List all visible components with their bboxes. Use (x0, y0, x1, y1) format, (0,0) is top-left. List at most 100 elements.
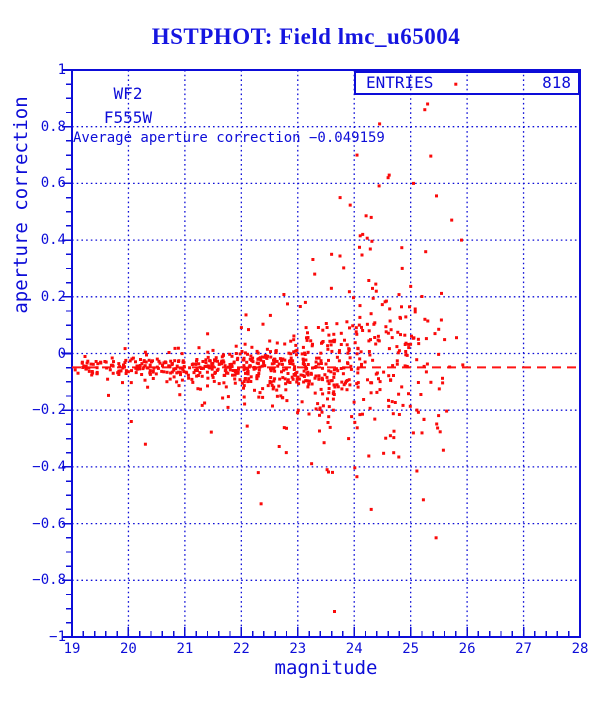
data-point (85, 361, 89, 365)
data-point (361, 412, 364, 416)
data-point (233, 373, 237, 377)
data-point (273, 377, 277, 381)
data-point (345, 388, 349, 392)
data-point (87, 369, 91, 373)
data-point (326, 379, 330, 383)
y-tick-label: 0.8 (40, 118, 66, 135)
data-point (84, 367, 88, 371)
data-point (91, 371, 95, 375)
data-point (438, 430, 442, 434)
data-point (400, 266, 404, 270)
data-point (181, 366, 185, 370)
data-point (327, 470, 330, 474)
data-point (179, 372, 182, 376)
data-point (206, 350, 210, 354)
data-point (155, 357, 159, 361)
data-point (349, 367, 353, 371)
data-point (351, 324, 355, 328)
data-point (365, 236, 369, 240)
data-point (155, 365, 159, 369)
data-point (123, 347, 127, 351)
data-point (230, 365, 234, 369)
data-point (270, 383, 274, 387)
data-point (130, 357, 134, 361)
data-point (437, 387, 441, 391)
data-point (295, 380, 299, 384)
data-point (194, 362, 198, 366)
data-point (342, 366, 346, 370)
data-point (386, 176, 390, 180)
data-point (195, 369, 199, 372)
data-point (278, 357, 282, 361)
data-point (335, 355, 339, 359)
data-point (129, 420, 133, 423)
data-point (341, 372, 345, 376)
data-point (273, 369, 277, 373)
data-point (395, 359, 399, 363)
data-point (246, 372, 250, 376)
data-point (275, 388, 279, 392)
data-point (313, 272, 317, 276)
data-point (294, 343, 298, 347)
data-point (460, 238, 463, 242)
data-point (321, 328, 325, 332)
data-point (234, 371, 238, 375)
data-point (302, 380, 306, 384)
data-point (367, 350, 371, 353)
data-point (135, 367, 139, 371)
data-point (409, 284, 413, 288)
data-point (216, 359, 220, 363)
data-point (440, 291, 443, 295)
data-point (360, 253, 364, 257)
data-point (209, 430, 213, 434)
data-point (343, 338, 346, 342)
data-point (260, 364, 264, 368)
data-point (269, 376, 273, 379)
data-point (288, 381, 292, 384)
data-point (416, 337, 420, 341)
data-point (321, 378, 324, 382)
data-point (420, 295, 424, 298)
data-point (392, 374, 395, 377)
data-point (314, 407, 318, 411)
data-point (291, 362, 295, 366)
data-point (124, 372, 128, 375)
data-point (228, 365, 232, 369)
data-point (404, 350, 408, 353)
data-point (259, 358, 263, 362)
data-point (377, 339, 381, 343)
data-point (364, 214, 368, 218)
data-point (337, 351, 341, 354)
data-point (332, 375, 336, 379)
data-point (289, 361, 293, 365)
data-point (416, 410, 420, 414)
data-point (280, 359, 283, 363)
data-point (258, 365, 262, 369)
data-point (327, 415, 331, 419)
data-point (397, 392, 401, 396)
data-point (95, 370, 99, 374)
data-point (368, 353, 372, 357)
data-point (332, 332, 336, 336)
data-point (243, 402, 247, 406)
data-point (420, 431, 424, 435)
data-point (289, 356, 293, 360)
data-point (287, 351, 291, 355)
data-point (276, 364, 280, 368)
data-point (265, 347, 269, 351)
data-point (358, 245, 361, 249)
data-point (86, 359, 90, 363)
data-point (441, 448, 445, 452)
data-point (233, 377, 237, 381)
data-point (326, 397, 329, 401)
data-point (248, 357, 252, 361)
data-point (274, 349, 278, 353)
data-point (199, 387, 202, 391)
data-point (243, 377, 247, 380)
data-point (425, 362, 429, 366)
data-point (175, 380, 179, 384)
data-point (327, 382, 331, 386)
data-point (306, 350, 310, 354)
x-tick-label: 27 (515, 641, 532, 657)
